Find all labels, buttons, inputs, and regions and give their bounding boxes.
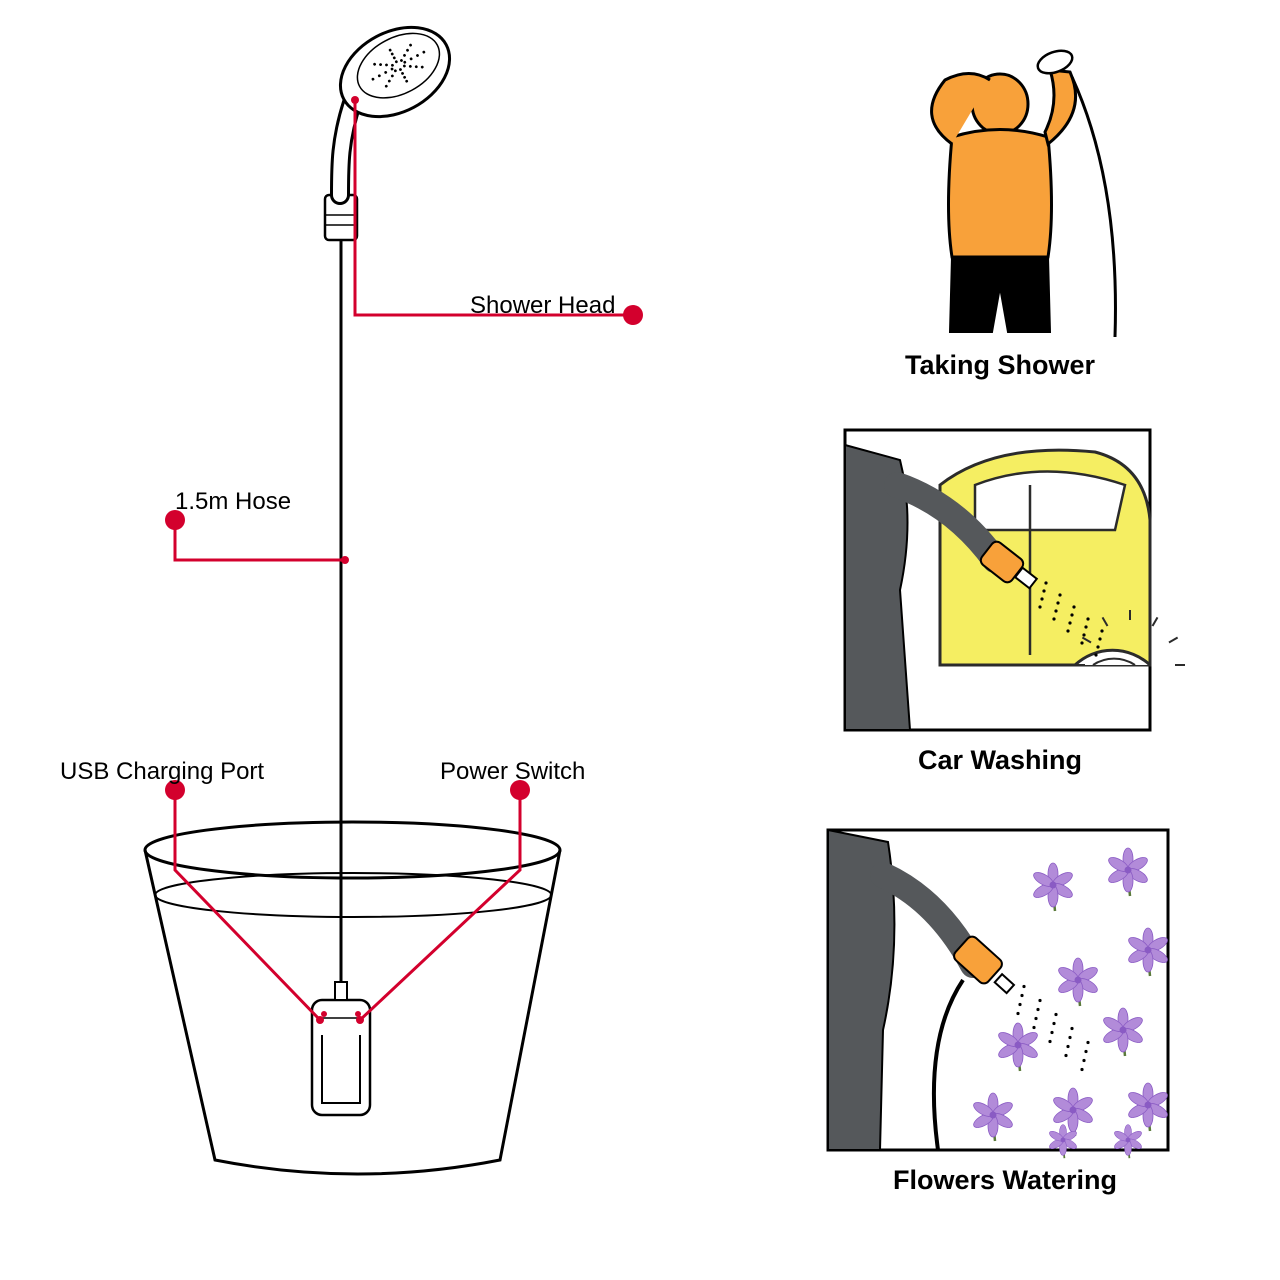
panel-car-washing — [845, 430, 1185, 730]
callout-dot-shower_head — [623, 305, 643, 325]
caption-car-washing: Car Washing — [870, 745, 1130, 776]
caption-flowers-watering: Flowers Watering — [845, 1165, 1165, 1196]
callout-shower_head — [355, 100, 625, 315]
panel-flowers-watering — [828, 830, 1170, 1158]
label-usb: USB Charging Port — [60, 758, 264, 786]
caption-taking-shower: Taking Shower — [870, 350, 1130, 381]
label-power: Power Switch — [440, 758, 585, 786]
label-hose: 1.5m Hose — [175, 488, 291, 516]
panel-taking-shower — [932, 46, 1116, 337]
label-shower-head: Shower Head — [470, 292, 615, 320]
bucket-rim — [145, 822, 560, 878]
callout-hose — [175, 525, 345, 560]
